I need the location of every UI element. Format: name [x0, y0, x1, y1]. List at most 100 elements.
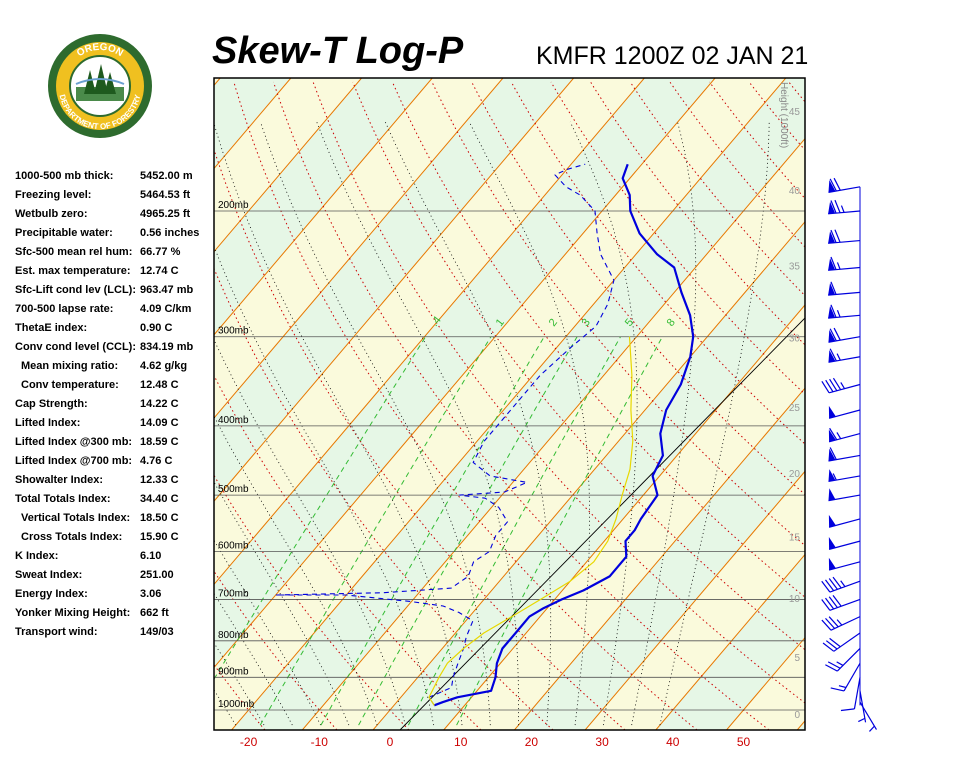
dry-adiabat [352, 81, 805, 651]
index-row: ThetaE index: 0.90 C [15, 322, 215, 341]
wind-barb-shaft [853, 677, 861, 709]
isotherm-line [726, 636, 805, 730]
dry-adiabat [312, 81, 805, 704]
x-tick-label: 30 [595, 735, 609, 749]
dry-adiabat [471, 81, 805, 496]
wind-barb-half [836, 619, 843, 626]
wind-barb-full [825, 664, 838, 672]
mixing-ratio-line [407, 336, 621, 726]
index-label: Yonker Mixing Height: [15, 607, 131, 619]
wind-barb-shaft [836, 648, 861, 672]
index-label: Lifted Index @700 mb: [15, 455, 133, 467]
height-tick-label: 15 [789, 533, 801, 544]
wind-barb-full [830, 256, 837, 270]
wind-barb [828, 469, 861, 483]
height-axis-label: Height (1000ft) [778, 82, 789, 148]
index-row: Cap Strength: 14.22 C [15, 398, 215, 417]
wind-barb [828, 488, 861, 502]
index-label: ThetaE index: [15, 322, 88, 334]
wind-barb-shaft [828, 540, 861, 550]
wind-barb-half [869, 725, 875, 732]
wind-barb-pennant [828, 469, 836, 482]
wind-barb-pennant [828, 429, 836, 442]
dry-adiabat [233, 81, 698, 730]
wind-barb-full [832, 595, 842, 607]
index-label: Mean mixing ratio: [21, 360, 119, 372]
index-value: 251.00 [140, 569, 174, 581]
wind-barb-shaft [828, 266, 861, 271]
moist-adiabat [631, 121, 697, 726]
height-tick-label: 5 [794, 653, 800, 664]
x-tick-label: 10 [454, 735, 468, 749]
wind-barb-full [830, 229, 837, 243]
wind-barb [821, 377, 861, 394]
pressure-label: 300mb [218, 326, 249, 337]
isotherm-line [301, 137, 805, 730]
dry-adiabat [431, 81, 805, 547]
wind-barb [828, 348, 861, 363]
wind-barb-full [829, 348, 837, 362]
wind-barb-pennant [828, 201, 836, 214]
index-row: Cross Totals Index: 15.90 C [15, 531, 215, 550]
mixing-ratio-label: 2 [547, 317, 560, 329]
logo-top-text: OREGON [75, 42, 125, 59]
wind-barb-full [833, 177, 841, 191]
dry-adiabat [391, 81, 805, 598]
wind-barb-full [821, 380, 830, 394]
height-tick-label: 10 [789, 594, 801, 605]
index-row: Total Totals Index: 34.40 C [15, 493, 215, 512]
wind-barb-half [832, 473, 837, 481]
wind-barb-pennant [828, 557, 836, 571]
pressure-label: 1000mb [218, 699, 255, 710]
wind-barb-full [830, 200, 837, 214]
temperature-band [797, 720, 805, 730]
mixing-ratio-label: .4 [429, 314, 444, 329]
wind-barb [822, 632, 861, 652]
index-label: Sweat Index: [15, 569, 83, 581]
wind-barb-shaft [833, 632, 861, 652]
mixing-ratio-label: 3 [580, 317, 593, 329]
wind-barb-full [828, 616, 839, 628]
wind-barb-shaft [828, 494, 861, 502]
page-title: Skew-T Log-P [212, 30, 464, 72]
wind-barb-full [829, 447, 837, 460]
dry-adiabat [868, 82, 960, 730]
index-label: Conv temperature: [21, 379, 119, 391]
wind-barb-pennant [828, 180, 836, 193]
pressure-label: 200mb [218, 200, 249, 211]
wind-barb-shaft [828, 432, 861, 443]
dry-adiabat [590, 81, 805, 346]
wind-barb-full [833, 327, 841, 341]
wind-barb-full [830, 281, 837, 295]
index-label: Precipitable water: [15, 227, 113, 239]
mixing-ratio-label: 5 [623, 317, 636, 329]
index-row: Yonker Mixing Height: 662 ft [15, 607, 215, 626]
wind-barb-full [822, 642, 835, 652]
index-row: Sfc-Lift cond lev (LCL): 963.47 mb [15, 284, 215, 303]
wind-barb-full [821, 599, 831, 611]
wind-barb-shaft [828, 409, 861, 419]
index-label: Sfc-Lift cond lev (LCL): [15, 284, 136, 296]
index-value: 0.90 C [140, 322, 173, 334]
index-value: 4.76 C [140, 455, 173, 467]
wind-barb-full [832, 377, 842, 391]
wind-barb-shaft [829, 598, 861, 611]
wind-barb [828, 199, 861, 215]
index-row: 1000-500 mb thick: 5452.00 m [15, 170, 215, 189]
index-row: K Index: 6.10 [15, 550, 215, 569]
index-value: 14.22 C [140, 398, 179, 410]
wind-barb-half [836, 310, 841, 318]
index-value: 15.90 C [140, 531, 179, 543]
index-row: Showalter Index: 12.33 C [15, 474, 215, 493]
index-label: Wetbulb zero: [15, 208, 88, 220]
wind-barb [828, 304, 861, 319]
index-value: 4.62 g/kg [140, 360, 188, 372]
wind-barb [828, 537, 861, 550]
index-label: Conv cond level (CCL): [15, 341, 137, 353]
x-tick-label: 0 [387, 735, 394, 749]
index-label: Lifted Index: [15, 417, 81, 429]
wind-barb-shaft [828, 210, 861, 215]
index-row: Freezing level: 5464.53 ft [15, 189, 215, 208]
wind-barb-half [836, 262, 841, 270]
temperature-band [443, 304, 805, 730]
